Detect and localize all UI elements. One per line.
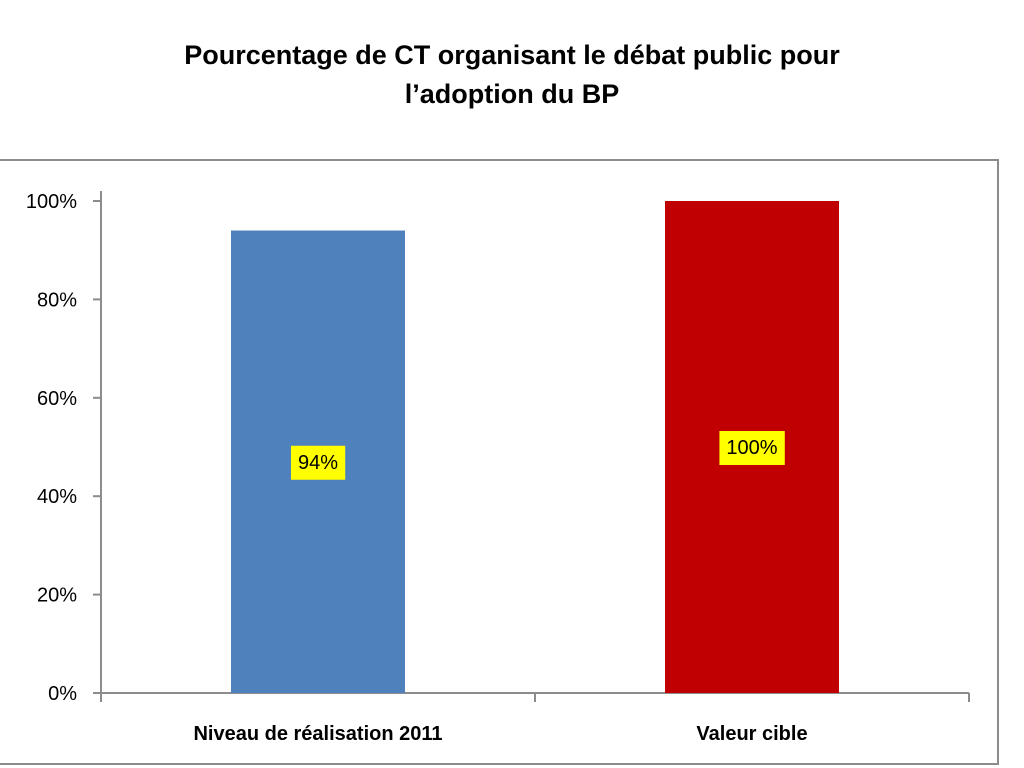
chart-title-line-2: l’adoption du BP <box>404 79 620 109</box>
y-tick-label-5: 100% <box>26 191 77 213</box>
y-tick-label-1: 20% <box>37 585 77 607</box>
data-label-background-1 <box>719 431 785 465</box>
data-label-background-0 <box>290 445 346 480</box>
y-tick-label-0: 0% <box>48 683 77 705</box>
data-label-0: 94% <box>298 452 338 474</box>
y-tick-label-3: 60% <box>37 388 77 410</box>
y-tick-label-4: 80% <box>37 289 77 311</box>
x-category-label-1: Valeur cible <box>696 723 807 745</box>
chart-title: Pourcentage de CT organisant le débat pu… <box>0 36 1024 114</box>
data-label-1: 100% <box>726 437 777 459</box>
x-category-label-0: Niveau de réalisation 2011 <box>193 723 442 745</box>
y-tick-label-2: 40% <box>37 486 77 508</box>
chart-title-line-1: Pourcentage de CT organisant le débat pu… <box>184 40 840 70</box>
